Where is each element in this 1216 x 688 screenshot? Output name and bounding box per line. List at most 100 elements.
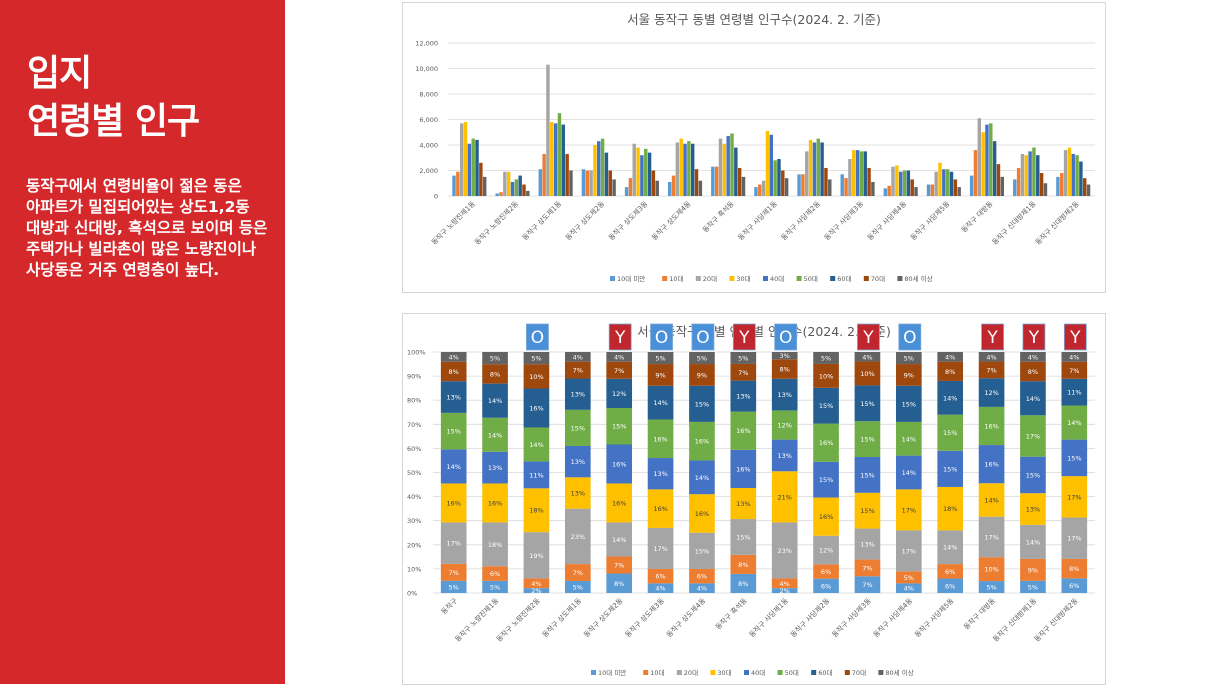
- chart1-legend-swatch: [863, 276, 869, 281]
- chart2-segment: [606, 522, 633, 557]
- chart1-bar: [824, 167, 828, 196]
- chart2-data-label: 21%: [777, 493, 791, 501]
- chart2-segment: [564, 580, 591, 593]
- chart2-data-label: 7%: [573, 367, 583, 375]
- chart2-title: 서울 동작구 동별 연령별 인구수(2024. 2. 기준): [637, 324, 891, 339]
- chart1-bar: [981, 132, 985, 196]
- chart2-segment: [564, 378, 591, 410]
- chart1-legend-swatch: [729, 276, 735, 281]
- chart2-category-label: 동작구 대방동: [962, 596, 998, 632]
- chart2-data-label: 4%: [1028, 353, 1038, 361]
- chart2-data-label: 4%: [986, 353, 996, 361]
- chart2-segment: [937, 450, 964, 487]
- chart1-bar: [1028, 151, 1032, 196]
- chart2-data-label: 5%: [531, 355, 541, 363]
- chart2-data-label: 5%: [821, 354, 831, 362]
- chart2-segment: [606, 573, 633, 593]
- chart1-bar: [565, 153, 569, 196]
- chart1-legend-label: 60대: [837, 275, 851, 283]
- chart1-bar: [471, 138, 475, 196]
- chart2-segment: [1020, 381, 1046, 416]
- chart2-data-label: 14%: [1026, 395, 1040, 403]
- chart1-bar: [1013, 179, 1017, 196]
- chart2-segment: [978, 557, 1005, 582]
- chart2-segment: [523, 588, 550, 593]
- chart2-data-label: 15%: [860, 436, 874, 444]
- chart1-bar: [683, 143, 687, 196]
- chart2-data-label: 15%: [943, 465, 957, 473]
- chart1-bar: [690, 143, 695, 196]
- chart1-bar: [985, 124, 989, 196]
- chart2-data-label: 12%: [984, 389, 998, 397]
- chart2-data-label: 13%: [1026, 506, 1040, 514]
- chart2-annotation-label: O: [903, 328, 916, 348]
- chart2-legend-swatch: [878, 670, 884, 675]
- chart1-category-label: 동작구 신대방제1동: [990, 199, 1038, 247]
- chart2-segment: [937, 380, 964, 415]
- chart1-bar: [608, 170, 612, 196]
- chart1-bar: [996, 164, 1001, 196]
- chart2-segment: [564, 352, 591, 362]
- chart2-data-label: 7%: [614, 562, 624, 570]
- chart2-segment: [730, 380, 757, 412]
- chart2-data-label: 17%: [902, 506, 916, 514]
- chart2-data-label: 11%: [1067, 389, 1081, 397]
- chart1-bar: [973, 150, 978, 196]
- chart2-segment: [440, 483, 467, 523]
- chart2-category-label: 동작구 사당제2동: [789, 596, 832, 639]
- chart2-segment: [564, 564, 591, 581]
- chart1-bar: [784, 178, 789, 196]
- population-count-chart: 서울 동작구 동별 연령별 인구수(2024. 2. 기준) 0 2,000 4,00…: [402, 2, 1106, 293]
- chart2-segment: [564, 477, 591, 509]
- left-panel: 입지 연령별 인구 동작구에서 연령비율이 젊은 동은 아파트가 밀집되어있는 …: [0, 0, 285, 684]
- chart1-y-tick: 4,000: [419, 142, 438, 150]
- chart1-bar: [1079, 161, 1083, 196]
- chart2-data-label: 15%: [943, 429, 957, 437]
- chart2-segment: [1061, 578, 1088, 593]
- chart2-category-label: 동작구 사당제4동: [871, 596, 914, 639]
- chart2-segment: [813, 564, 839, 579]
- chart1-category-label: 동작구 신대방제2동: [1033, 199, 1081, 247]
- chart1-bar: [895, 165, 899, 196]
- chart1-y-tick: 8,000: [419, 91, 438, 99]
- chart1-category-label: 동작구 상도제3동: [607, 199, 650, 242]
- chart2-legend-label: 10대: [650, 669, 664, 677]
- chart2-data-label: 15%: [695, 547, 709, 555]
- chart2-segment: [523, 461, 550, 489]
- chart1-legend-label: 10대: [669, 275, 683, 283]
- chart2-segment: [482, 483, 508, 523]
- chart2-segment: [730, 363, 757, 381]
- chart2-data-label: 16%: [819, 439, 833, 447]
- chart2-segment: [937, 414, 964, 451]
- chart2-data-label: 8%: [1028, 368, 1038, 376]
- chart2-data-label: 13%: [777, 391, 791, 399]
- chart2-segment: [937, 361, 964, 381]
- chart2-data-label: 4%: [862, 353, 872, 361]
- chart2-segment: [730, 352, 757, 364]
- chart2-annotation-tag: [898, 323, 922, 351]
- chart2-segment: [606, 483, 633, 523]
- chart2-segment: [978, 406, 1005, 446]
- chart2-data-label: 7%: [573, 569, 583, 577]
- chart2-annotation-tag: [857, 323, 880, 351]
- chart2-segment: [1061, 352, 1088, 362]
- chart1-bar: [765, 130, 770, 196]
- chart1-bar: [542, 153, 546, 196]
- chart2-data-label: 14%: [446, 463, 460, 471]
- chart2-data-label: 15%: [571, 424, 585, 432]
- chart1-bar: [734, 147, 738, 196]
- chart2-data-label: 15%: [1026, 471, 1040, 479]
- chart2-data-label: 14%: [943, 394, 957, 402]
- chart2-segment: [895, 364, 922, 386]
- chart2-data-label: 6%: [655, 573, 665, 581]
- chart2-data-label: 10%: [860, 370, 874, 378]
- chart2-segment: [647, 458, 674, 490]
- chart2-y-tick: 30%: [407, 517, 421, 525]
- chart2-legend-label: 20대: [684, 669, 698, 677]
- chart2-y-tick: 90%: [407, 373, 421, 381]
- chart2-data-label: 17%: [902, 547, 916, 555]
- chart2-data-label: 15%: [612, 423, 626, 431]
- chart2-annotation-label: O: [779, 328, 792, 348]
- chart1-bar: [667, 181, 672, 196]
- chart2-category-label: 동작구 신대방제2동: [1032, 596, 1080, 644]
